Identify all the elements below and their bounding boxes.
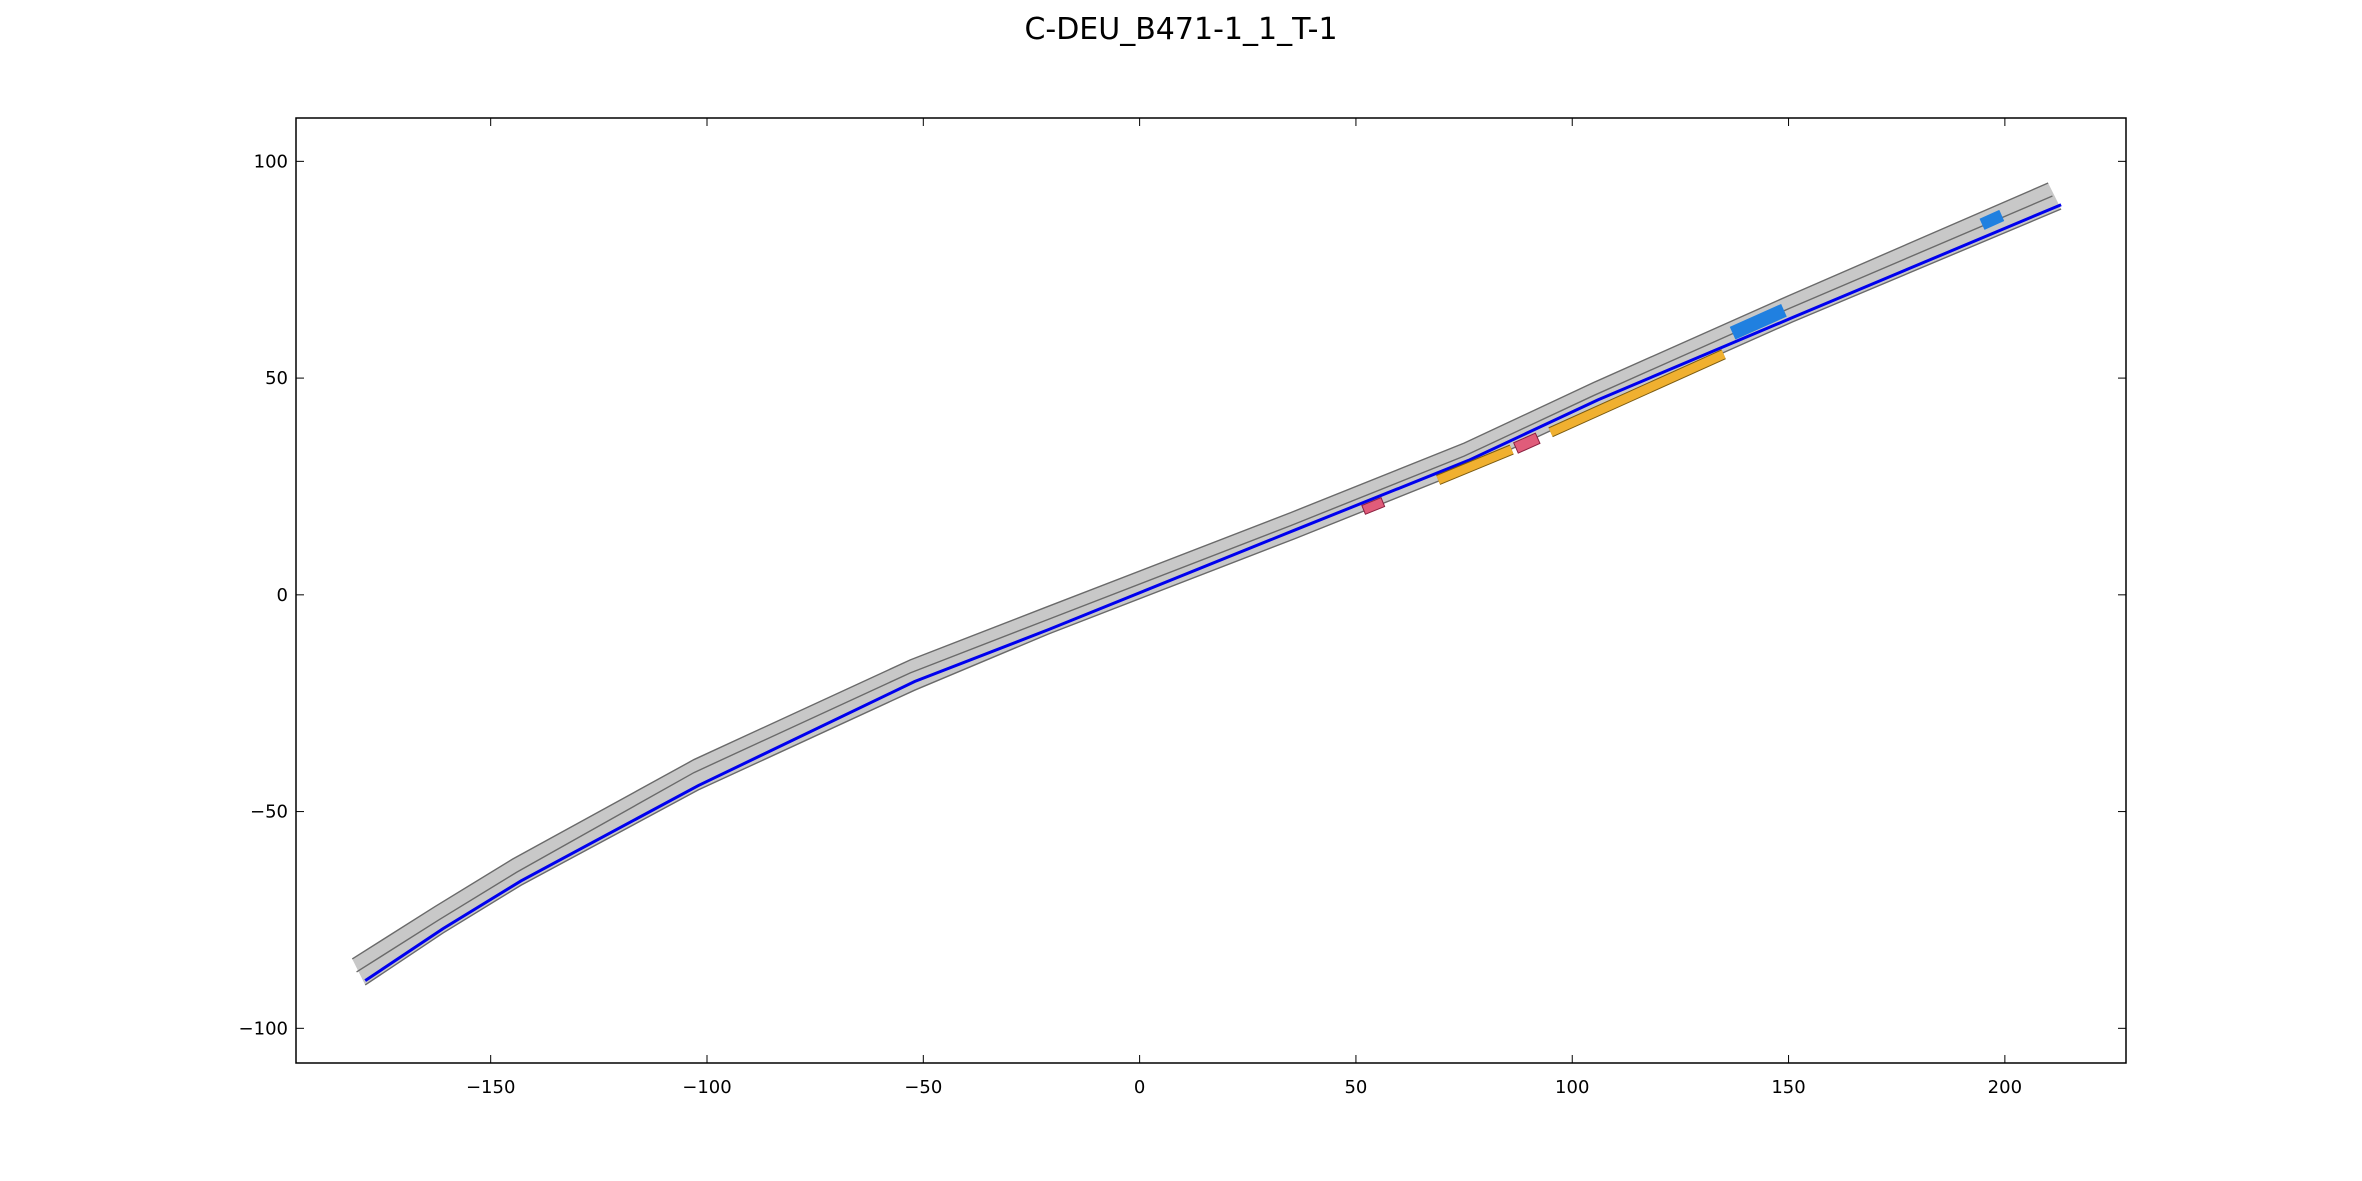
x-tick-label: 100	[1555, 1077, 1589, 1098]
x-tick-label: 50	[1344, 1077, 1367, 1098]
y-tick-label: −50	[250, 802, 288, 823]
road-surface	[352, 183, 2062, 985]
predicted-trajectory-fill-3	[1548, 350, 1726, 437]
y-tick-label: 100	[254, 151, 288, 172]
y-tick-label: 50	[265, 368, 288, 389]
lane-right-edge	[364, 208, 2062, 986]
goal-region-4	[1729, 303, 1787, 340]
x-tick-label: −50	[904, 1077, 942, 1098]
x-tick-label: −100	[682, 1077, 731, 1098]
y-tick-label: 0	[277, 585, 288, 606]
dynamic-obstacle-2	[1512, 432, 1541, 454]
chart-title: C-DEU_B471-1_1_T-1	[1024, 12, 1338, 47]
lane-left-edge	[351, 182, 2049, 960]
x-tick-label: 200	[1988, 1077, 2022, 1098]
x-tick-label: 0	[1134, 1077, 1145, 1098]
ego-vehicle-0	[1361, 497, 1386, 515]
x-tick-label: −150	[466, 1077, 515, 1098]
goal-region-5	[1979, 209, 2005, 230]
axes-frame	[295, 117, 2127, 1064]
x-tick-label: 150	[1771, 1077, 1805, 1098]
y-tick-label: −100	[239, 1018, 288, 1039]
lane-center-line	[356, 195, 2053, 973]
predicted-trajectory-fill-1	[1436, 445, 1514, 484]
ego-path-line	[364, 203, 2062, 982]
